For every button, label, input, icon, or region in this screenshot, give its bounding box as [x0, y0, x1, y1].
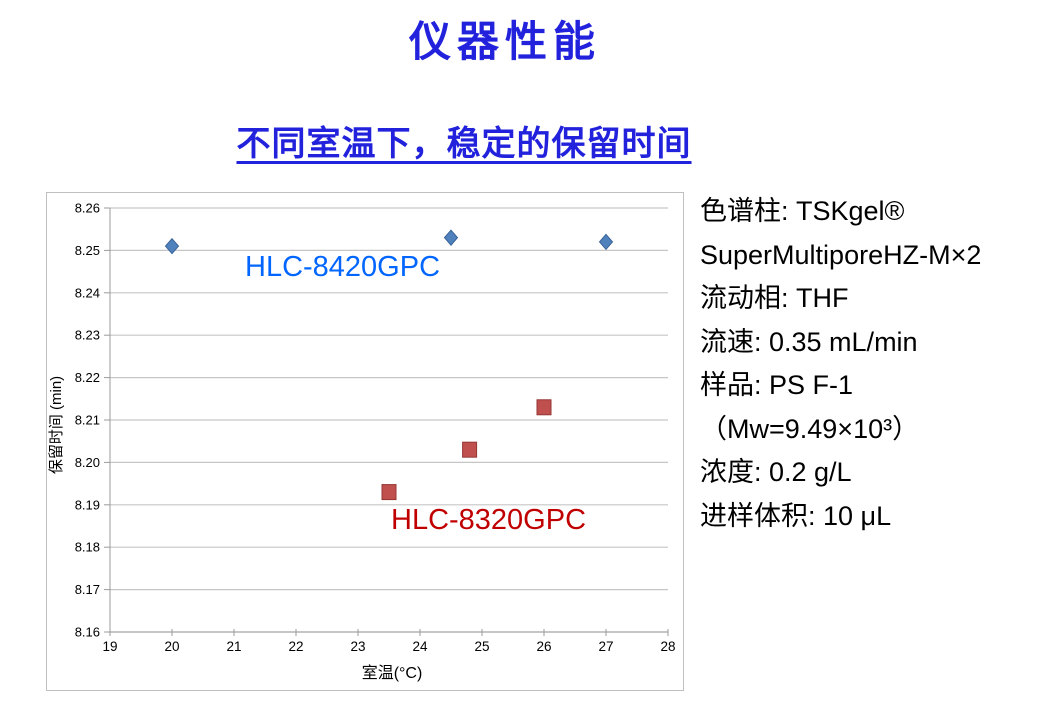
x-tick-label: 19 — [102, 639, 117, 654]
retention-time-chart: 8.16 8.17 8.18 8.19 8.20 8.21 8.22 8.23 8.24 8.25… — [46, 192, 684, 691]
y-tick-label: 8.17 — [75, 582, 100, 597]
x-tick-label: 20 — [164, 639, 179, 654]
y-tick-label: 8.24 — [75, 285, 100, 300]
data-point-diamond — [164, 237, 180, 255]
x-tick-label: 28 — [660, 639, 675, 654]
x-axis-title: 室温(°C) — [362, 664, 423, 682]
info-line-inject-volume: 进样体积: 10 μL — [700, 500, 892, 531]
info-line-column: 色谱柱: TSKgel® — [700, 196, 905, 226]
y-tick-label: 8.25 — [75, 243, 100, 258]
y-tick-label: 8.20 — [75, 455, 100, 470]
data-point-diamond — [598, 233, 614, 251]
y-tick-label: 8.26 — [75, 201, 100, 216]
x-tick-label: 23 — [350, 639, 365, 654]
y-axis-title: 保留时间 (min) — [48, 376, 65, 474]
x-tick-label: 27 — [598, 639, 613, 654]
conditions-panel: 色谱柱: TSKgel® SuperMultiporeHZ-M×2 流动相: T… — [700, 190, 1037, 538]
info-line-mw: （Mw=9.49×10³） — [700, 413, 920, 444]
y-tick-label: 8.23 — [75, 328, 100, 343]
y-tick-label: 8.21 — [75, 413, 100, 428]
info-line-column2: SuperMultiporeHZ-M×2 — [700, 239, 982, 270]
x-tick-label: 25 — [474, 639, 489, 654]
data-point-square — [536, 399, 552, 416]
info-line-flow-rate: 流速: 0.35 mL/min — [700, 326, 918, 357]
data-point-square — [381, 484, 397, 501]
x-tick-label: 21 — [226, 639, 241, 654]
page-title: 仪器性能 — [408, 20, 601, 66]
x-tick-label: 22 — [288, 639, 303, 654]
data-point-square — [462, 441, 478, 458]
info-line-sample: 样品: PS F-1 — [700, 370, 854, 400]
info-line-mobile-phase: 流动相: THF — [700, 283, 849, 313]
info-line-concentration: 浓度: 0.2 g/L — [700, 457, 852, 487]
y-tick-label: 8.16 — [75, 625, 100, 640]
x-tick-label: 24 — [412, 639, 428, 654]
y-tick-label: 8.19 — [75, 497, 100, 512]
page-subtitle: 不同室温下，稳定的保留时间 — [236, 126, 692, 163]
scatter-chart-canvas: 8.16 8.17 8.18 8.19 8.20 8.21 8.22 8.23 8.24 8.25… — [48, 201, 676, 683]
data-point-diamond — [443, 229, 459, 246]
series-label-hlc-8420gpc: HLC-8420GPC — [245, 251, 441, 283]
x-tick-label: 26 — [536, 639, 551, 654]
y-tick-label: 8.22 — [75, 370, 100, 385]
y-tick-label: 8.18 — [75, 540, 100, 555]
series-label-hlc-8320gpc: HLC-8320GPC — [391, 504, 587, 536]
